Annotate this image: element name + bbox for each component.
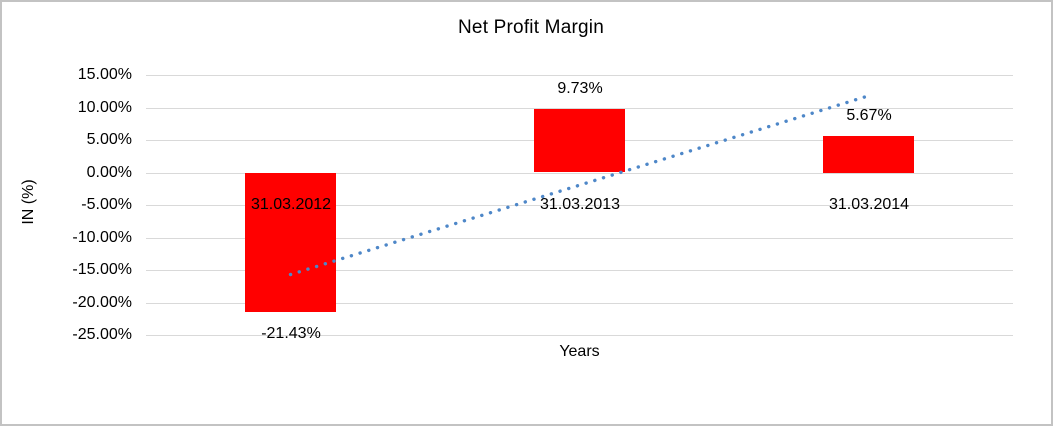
y-tick-label: -5.00% <box>81 196 132 213</box>
y-tick-label: 15.00% <box>77 66 132 83</box>
category-label: 31.03.2012 <box>250 196 332 213</box>
y-tick-label: -15.00% <box>72 261 132 278</box>
category-label: 31.03.2014 <box>828 196 910 213</box>
gridline <box>146 75 1013 76</box>
y-tick-label: 10.00% <box>77 99 132 116</box>
gridline <box>146 335 1013 336</box>
y-tick-label: 0.00% <box>86 164 132 181</box>
y-tick-label: -25.00% <box>72 326 132 343</box>
data-label: 9.73% <box>557 80 603 97</box>
data-label: -21.43% <box>261 325 321 342</box>
y-tick-label: -10.00% <box>72 229 132 246</box>
chart-title: Net Profit Margin <box>458 17 604 38</box>
y-axis-title: IN (%) <box>20 179 37 225</box>
y-tick-label: -20.00% <box>72 294 132 311</box>
data-label: 5.67% <box>846 107 892 124</box>
x-axis-title: Years <box>559 343 600 360</box>
bar <box>245 173 336 312</box>
gridline <box>146 303 1013 304</box>
bar <box>534 109 625 172</box>
bar <box>823 136 914 173</box>
y-tick-label: 5.00% <box>86 131 132 148</box>
category-label: 31.03.2013 <box>539 196 621 213</box>
